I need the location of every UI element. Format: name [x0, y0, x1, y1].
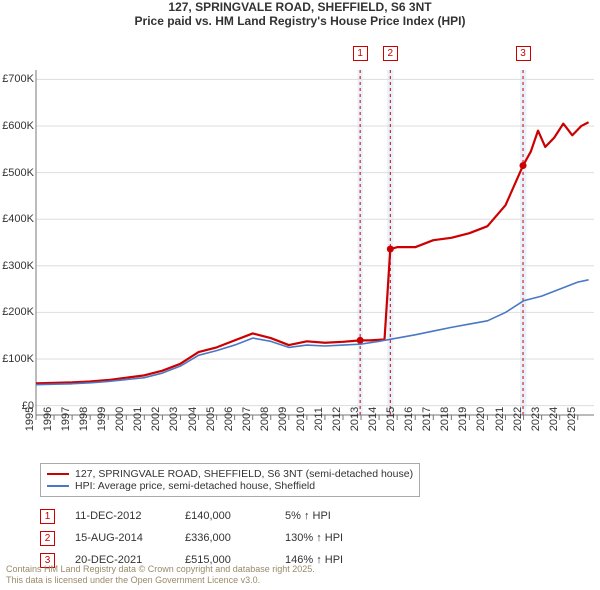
- x-tick-label: 2013: [349, 407, 361, 431]
- x-tick-label: 2015: [385, 407, 397, 431]
- sale-marker-1: 1: [353, 46, 368, 61]
- x-tick-label: 2014: [367, 407, 379, 431]
- x-tick-label: 2000: [114, 407, 126, 431]
- chart-subtitle: Price paid vs. HM Land Registry's House …: [0, 14, 600, 28]
- y-tick-label: £600K: [2, 120, 34, 132]
- sale-marker-2: 2: [383, 46, 398, 61]
- transaction-marker: 2: [40, 531, 55, 546]
- legend: 127, SPRINGVALE ROAD, SHEFFIELD, S6 3NT …: [40, 463, 420, 497]
- transaction-date: 15-AUG-2014: [75, 532, 165, 544]
- x-tick-label: 2001: [132, 407, 144, 431]
- y-tick-label: £100K: [2, 353, 34, 365]
- footnote: Contains HM Land Registry data © Crown c…: [6, 564, 315, 587]
- x-tick-label: 2005: [204, 407, 216, 431]
- legend-item: HPI: Average price, semi-detached house,…: [47, 480, 413, 492]
- price-chart: £0£100K£200K£300K£400K£500K£600K£700K199…: [0, 32, 600, 461]
- legend-swatch: [47, 473, 69, 476]
- legend-swatch: [47, 485, 69, 488]
- transaction-price: £140,000: [185, 510, 265, 522]
- x-tick-label: 2016: [403, 407, 415, 431]
- x-tick-label: 2023: [529, 407, 541, 431]
- x-tick-label: 2011: [313, 407, 325, 431]
- x-tick-label: 2025: [565, 407, 577, 431]
- y-tick-label: £500K: [2, 167, 34, 179]
- x-tick-label: 2012: [331, 407, 343, 431]
- chart-title: 127, SPRINGVALE ROAD, SHEFFIELD, S6 3NT: [0, 0, 600, 14]
- legend-item: 127, SPRINGVALE ROAD, SHEFFIELD, S6 3NT …: [47, 468, 413, 480]
- x-tick-label: 1998: [78, 407, 90, 431]
- legend-label: HPI: Average price, semi-detached house,…: [75, 480, 315, 492]
- x-tick-label: 2024: [547, 407, 559, 431]
- x-tick-label: 2022: [511, 407, 523, 431]
- transaction-pct: 130% ↑ HPI: [285, 532, 405, 544]
- x-tick-label: 2017: [421, 407, 433, 431]
- x-tick-label: 2020: [475, 407, 487, 431]
- x-tick-label: 2002: [150, 407, 162, 431]
- x-tick-label: 2004: [186, 407, 198, 431]
- y-tick-label: £700K: [2, 73, 34, 85]
- x-tick-label: 2006: [222, 407, 234, 431]
- x-tick-label: 2007: [240, 407, 252, 431]
- y-tick-label: £300K: [2, 260, 34, 272]
- transaction-pct: 5% ↑ HPI: [285, 510, 405, 522]
- x-tick-label: 2021: [493, 407, 505, 431]
- x-tick-label: 2019: [457, 407, 469, 431]
- x-tick-label: 1997: [60, 407, 72, 431]
- transaction-table: 1 11-DEC-2012 £140,000 5% ↑ HPI 2 15-AUG-2014…: [40, 505, 600, 571]
- x-tick-label: 2008: [259, 407, 271, 431]
- sale-marker-3: 3: [516, 46, 531, 61]
- series-line: [36, 122, 589, 383]
- transaction-price: £336,000: [185, 532, 265, 544]
- footnote-line-2: This data is licensed under the Open Gov…: [6, 575, 315, 586]
- transaction-row: 2 15-AUG-2014 £336,000 130% ↑ HPI: [40, 527, 600, 549]
- series-line: [36, 280, 589, 385]
- x-tick-label: 2003: [168, 407, 180, 431]
- transaction-marker: 1: [40, 509, 55, 524]
- x-tick-label: 1999: [96, 407, 108, 431]
- transaction-date: 11-DEC-2012: [75, 510, 165, 522]
- x-tick-label: 2010: [295, 407, 307, 431]
- transaction-row: 1 11-DEC-2012 £140,000 5% ↑ HPI: [40, 505, 600, 527]
- legend-label: 127, SPRINGVALE ROAD, SHEFFIELD, S6 3NT …: [75, 468, 413, 480]
- x-tick-label: 2009: [277, 407, 289, 431]
- x-tick-label: 1996: [42, 407, 54, 431]
- x-tick-label: 1995: [24, 407, 36, 431]
- footnote-line-1: Contains HM Land Registry data © Crown c…: [6, 564, 315, 575]
- y-tick-label: £400K: [2, 213, 34, 225]
- x-tick-label: 2018: [439, 407, 451, 431]
- plot-area: £0£100K£200K£300K£400K£500K£600K£700K199…: [36, 70, 594, 415]
- y-tick-label: £200K: [2, 306, 34, 318]
